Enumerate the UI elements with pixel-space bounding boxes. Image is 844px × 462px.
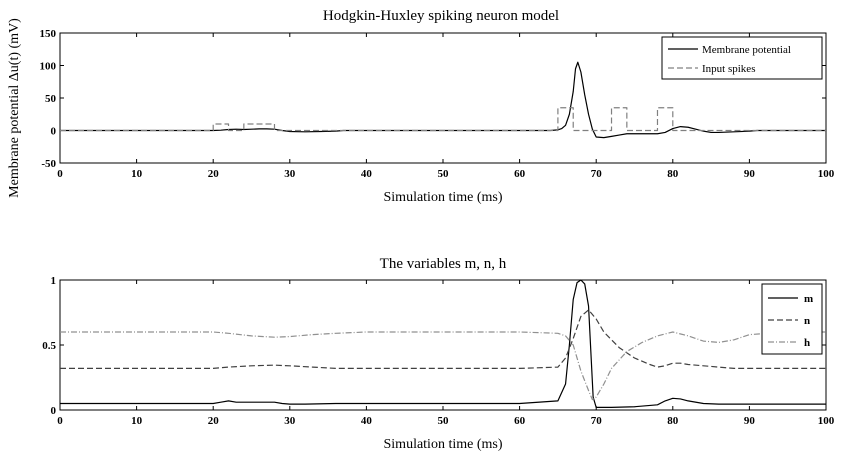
- legend: Membrane potential Input spikes: [661, 36, 823, 80]
- series-line-membrane-potential: [60, 61, 826, 139]
- x-tick-label: 20: [208, 168, 220, 180]
- legend-label-input-spikes: Input spikes: [702, 63, 755, 75]
- legend-label-h: h: [804, 337, 810, 349]
- legend-label-membrane-potential: Membrane potential: [702, 44, 791, 56]
- chart-variables-mnh: The variables m, n, h 0 10 20 30 40 50 60 70 80 9…: [42, 256, 835, 452]
- x-axis-label: Simulation time (ms): [384, 437, 503, 452]
- y-tick-label: 0: [51, 405, 57, 417]
- legend-label-n: n: [804, 315, 810, 327]
- x-tick-label: 10: [131, 415, 143, 427]
- y-tick-label: 100: [40, 61, 57, 73]
- x-tick-label: 60: [514, 168, 526, 180]
- x-tick-label: 40: [361, 168, 373, 180]
- x-tick-label: 80: [667, 415, 679, 427]
- x-tick-label: 80: [667, 168, 679, 180]
- x-tick-label: 50: [438, 168, 450, 180]
- plot-area: [59, 279, 827, 411]
- y-tick-label: 0.5: [42, 340, 56, 352]
- x-tick-label: 30: [284, 415, 296, 427]
- series-line-n: [60, 309, 826, 369]
- series-line-input-spikes: [60, 107, 826, 132]
- series-line-m: [60, 279, 826, 408]
- series-line-h: [60, 331, 826, 401]
- y-tick-label: 1: [51, 275, 57, 287]
- chart-title: The variables m, n, h: [380, 256, 507, 272]
- series-group: [60, 279, 826, 408]
- x-tick-label: 100: [818, 415, 835, 427]
- x-tick-label: 0: [57, 415, 63, 427]
- x-axis-label: Simulation time (ms): [384, 190, 503, 205]
- y-tick-label: -50: [41, 158, 56, 170]
- x-tick-label: 100: [818, 168, 835, 180]
- chart-membrane-potential: Hodgkin-Huxley spiking neuron model 0 10 2…: [7, 8, 835, 205]
- y-tick-label: 50: [45, 93, 57, 105]
- y-tick-label: 150: [40, 28, 57, 40]
- x-tick-label: 90: [744, 168, 756, 180]
- x-tick-label: 10: [131, 168, 143, 180]
- legend-label-m: m: [804, 293, 813, 305]
- x-tick-label: 90: [744, 415, 756, 427]
- series-group: [60, 61, 826, 139]
- x-tick-label: 40: [361, 415, 373, 427]
- axis-ticks: 0 10 20 30 40 50 60 70 80 90 100 0 0.5 1: [42, 275, 835, 427]
- x-tick-label: 50: [438, 415, 450, 427]
- y-axis-label: Membrane potential Δu(t) (mV): [7, 18, 22, 198]
- x-tick-label: 70: [591, 415, 603, 427]
- x-tick-label: 70: [591, 168, 603, 180]
- x-tick-label: 20: [208, 415, 220, 427]
- x-tick-label: 0: [57, 168, 63, 180]
- y-tick-label: 0: [51, 126, 57, 138]
- legend-box: [661, 36, 823, 80]
- chart-title: Hodgkin-Huxley spiking neuron model: [323, 8, 559, 24]
- x-tick-label: 30: [284, 168, 296, 180]
- legend: m n h: [761, 283, 823, 355]
- x-tick-label: 60: [514, 415, 526, 427]
